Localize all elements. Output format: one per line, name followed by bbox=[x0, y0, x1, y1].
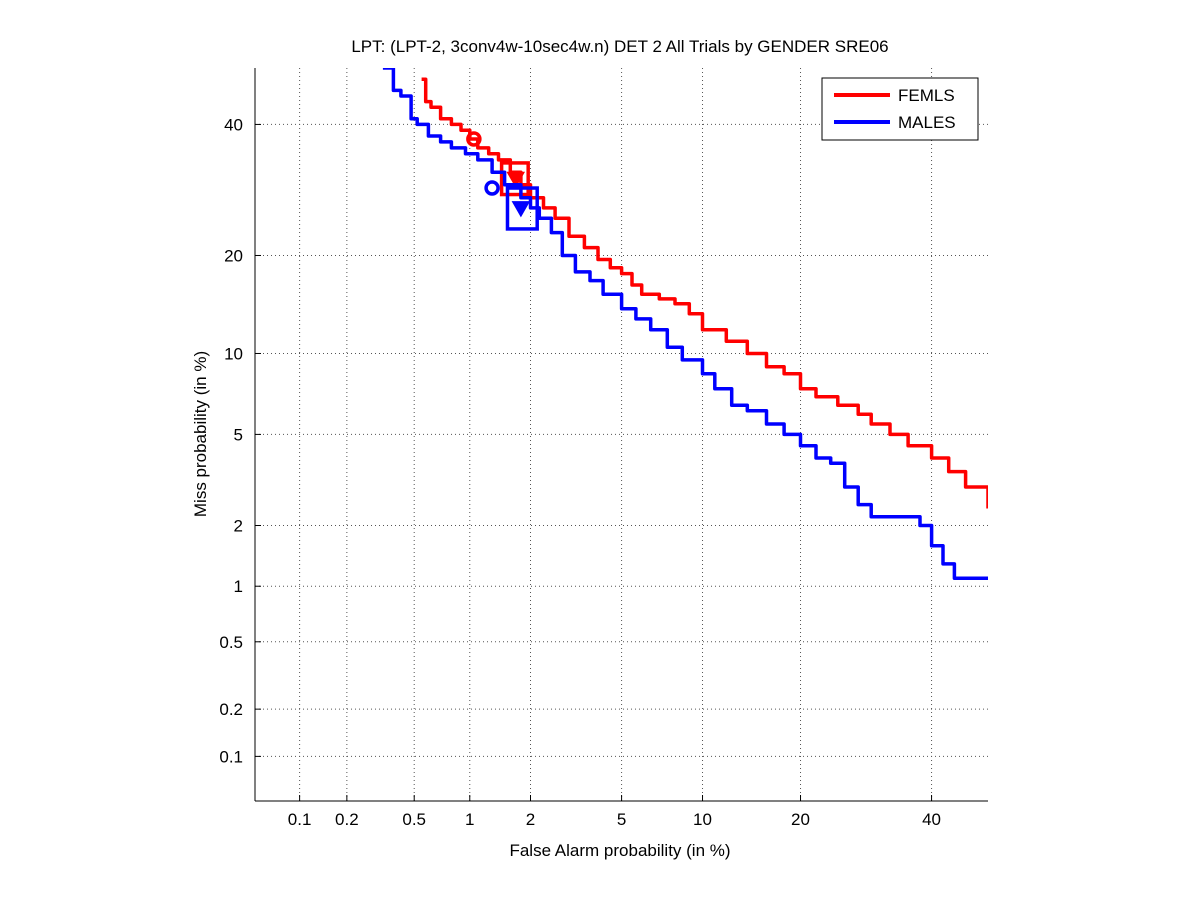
y-tick-label: 10 bbox=[224, 344, 243, 363]
legend-box bbox=[821, 77, 979, 141]
x-ticks: 0.1 0.2 0.5 1 2 5 10 20 40 bbox=[288, 795, 941, 829]
y-tick-label: 40 bbox=[224, 115, 243, 134]
legend-label-males: MALES bbox=[898, 113, 956, 132]
y-tick-label: 2 bbox=[234, 516, 243, 535]
x-tick-label: 0.1 bbox=[288, 810, 312, 829]
y-tick-label: 1 bbox=[234, 577, 243, 596]
plot-area bbox=[255, 68, 988, 801]
y-tick-label: 20 bbox=[224, 246, 243, 265]
x-tick-label: 0.2 bbox=[335, 810, 359, 829]
y-axis-label: Miss probability (in %) bbox=[191, 351, 210, 517]
actual-point-femls bbox=[506, 171, 526, 188]
x-tick-label: 2 bbox=[526, 810, 535, 829]
legend: FEMLS MALES bbox=[821, 77, 979, 141]
y-ticks: 0.1 0.2 0.5 1 2 5 10 20 40 bbox=[219, 115, 261, 766]
x-tick-label: 1 bbox=[465, 810, 474, 829]
actual-point-males bbox=[511, 201, 531, 218]
x-axis-label: False Alarm probability (in %) bbox=[509, 841, 730, 860]
y-tick-label: 0.1 bbox=[219, 747, 243, 766]
chart-title: LPT: (LPT-2, 3conv4w-10sec4w.n) DET 2 Al… bbox=[351, 37, 888, 56]
x-tick-label: 10 bbox=[693, 810, 712, 829]
x-tick-label: 40 bbox=[922, 810, 941, 829]
confidence-box-femls bbox=[499, 161, 530, 197]
min-point-femls bbox=[466, 131, 482, 147]
confidence-box-males bbox=[505, 186, 539, 231]
min-point-males bbox=[484, 180, 500, 196]
legend-label-femls: FEMLS bbox=[898, 86, 955, 105]
x-tick-label: 20 bbox=[791, 810, 810, 829]
series-layer bbox=[382, 68, 988, 580]
x-tick-label: 5 bbox=[617, 810, 626, 829]
x-tick-label: 0.5 bbox=[402, 810, 426, 829]
y-tick-label: 5 bbox=[234, 425, 243, 444]
series-line-males bbox=[382, 68, 988, 580]
y-tick-label: 0.5 bbox=[219, 633, 243, 652]
y-tick-label: 0.2 bbox=[219, 700, 243, 719]
